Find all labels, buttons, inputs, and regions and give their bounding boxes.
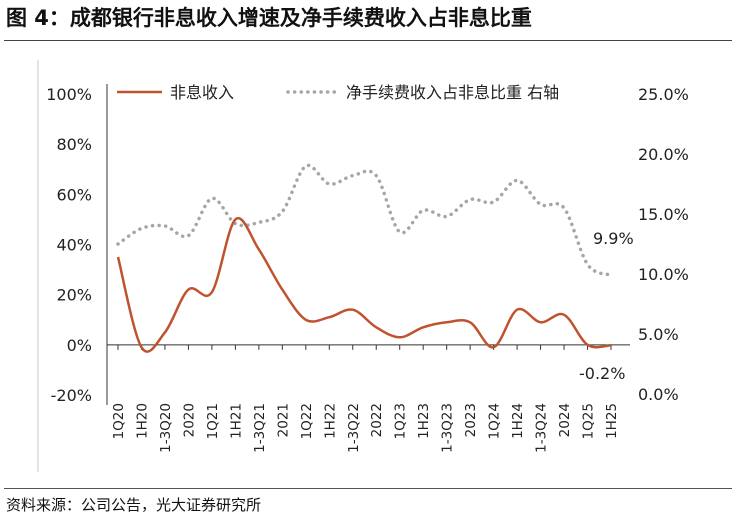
x-tick-label: 1Q25 [581, 403, 597, 439]
x-axis-ticks: 1Q20 1H20 1-3Q20 2020 1Q21 1H21 1-3Q21 2021 1Q22… [111, 344, 620, 453]
x-tick-label: 1H21 [228, 403, 244, 439]
x-tick-label: 1-3Q21 [252, 403, 268, 453]
x-tick-label: 1H23 [416, 403, 432, 439]
source-rule [4, 488, 732, 489]
x-tick-label: 1Q22 [299, 403, 315, 439]
x-tick-label: 1-3Q23 [440, 403, 456, 453]
left-axis-ticks: -20% 0% 20% 40% 60% 80% 100% [46, 85, 92, 405]
x-tick-label: 1H25 [604, 403, 620, 439]
series-line-fee-share [116, 163, 613, 277]
x-tick-label: 1-3Q20 [158, 403, 174, 453]
x-tick-label: 2023 [463, 403, 479, 437]
x-tick-label: 2022 [369, 403, 385, 437]
x-tick-label: 1H20 [134, 403, 150, 439]
legend: 非息收入 净手续费收入占非息比重 右轴 [117, 83, 559, 102]
x-tick-label: 2024 [557, 403, 573, 437]
annotation-non-interest-last: -0.2% [579, 364, 625, 383]
figure-title: 图 4：成都银行非息收入增速及净手续费收入占非息比重 [6, 6, 532, 30]
x-tick-label: 1Q21 [205, 403, 221, 439]
right-tick-label: 5.0% [638, 325, 679, 344]
left-tick-label: 20% [56, 286, 92, 305]
right-axis-ticks: 0.0% 5.0% 10.0% 15.0% 20.0% 25.0% [638, 85, 689, 404]
right-tick-label: 15.0% [638, 205, 689, 224]
x-tick-label: 2021 [275, 403, 291, 437]
x-tick-label: 2020 [181, 403, 197, 437]
series-line-non-interest-income [116, 216, 612, 353]
left-tick-label: 40% [56, 236, 92, 255]
x-tick-label: 1H24 [510, 403, 526, 439]
left-tick-label: 80% [56, 135, 92, 154]
x-tick-label: 1-3Q22 [346, 403, 362, 453]
left-tick-label: -20% [51, 386, 92, 405]
right-tick-label: 25.0% [638, 85, 689, 104]
x-tick-label: 1-3Q24 [534, 403, 550, 453]
source-note: 资料来源：公司公告，光大证券研究所 [6, 496, 262, 514]
title-rule [4, 40, 732, 41]
legend-label-fee-share: 净手续费收入占非息比重 右轴 [346, 83, 559, 102]
annotation-fee-share-last: 9.9% [593, 229, 634, 248]
left-tick-label: 0% [67, 336, 92, 355]
right-tick-label: 10.0% [638, 265, 689, 284]
left-tick-label: 100% [46, 85, 92, 104]
right-tick-label: 0.0% [638, 385, 679, 404]
legend-label-non-interest-income: 非息收入 [170, 83, 234, 102]
x-tick-label: 1H22 [322, 403, 338, 439]
x-tick-label: 1Q20 [111, 403, 127, 439]
right-tick-label: 20.0% [638, 145, 689, 164]
x-tick-label: 1Q23 [393, 403, 409, 439]
x-tick-label: 1Q24 [487, 403, 503, 439]
left-tick-label: 60% [56, 185, 92, 204]
